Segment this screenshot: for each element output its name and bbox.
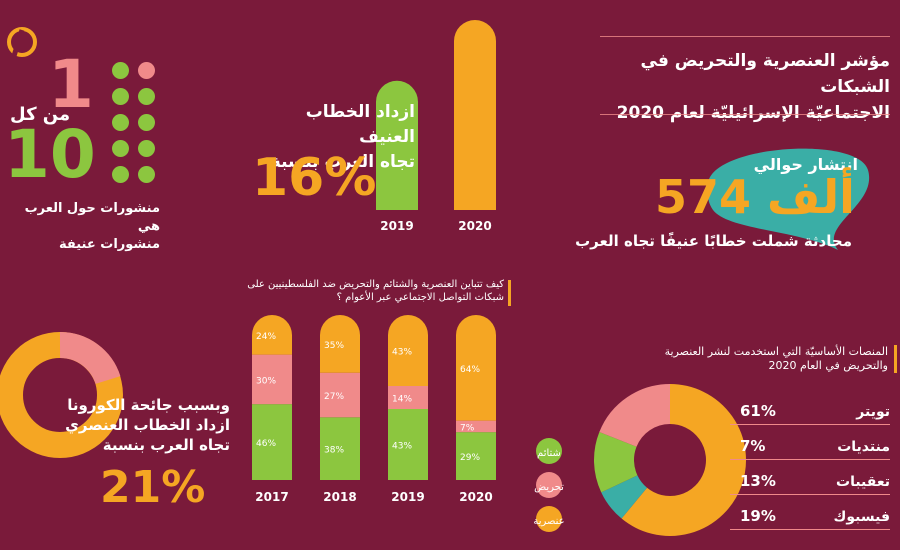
stacked-segment-2019-1	[388, 385, 428, 410]
corona-percent: 21%	[100, 462, 206, 513]
growth-line-1: ازداد الخطاب العنيف	[305, 102, 415, 147]
platform-percent: 19%	[740, 507, 776, 525]
bubble-stat: ألف 574	[655, 170, 855, 224]
speech-bubble	[707, 148, 870, 250]
platform-name: منتديات	[837, 439, 890, 455]
donut-slice-3	[599, 384, 672, 448]
platform-row: 7% منتديات	[730, 437, 890, 460]
stacked-segment-2018-2	[320, 315, 360, 373]
title-line-2: الاجتماعيّة الإسرائيليّة لعام 2020	[616, 103, 890, 123]
platform-name: تويتر	[856, 404, 890, 420]
stacked-segment-2020-0	[456, 432, 496, 480]
stacked-label-2018-1: 27%	[324, 392, 344, 402]
legend-label: تحريض	[534, 482, 564, 493]
ratio-dot	[112, 114, 129, 131]
ratio-ten: 10	[4, 116, 96, 193]
ratio-dot	[138, 114, 155, 131]
stacked-label-2017-0: 46%	[256, 439, 276, 449]
ratio-caption-line-1: منشورات حول العرب هي	[24, 201, 160, 234]
stacked-label-2017-2: 24%	[256, 332, 276, 342]
platform-row: 19% فيسبوك	[730, 507, 890, 530]
stacked-segment-2018-1	[320, 372, 360, 418]
growth-tick-2019: 2019	[380, 219, 413, 233]
platform-row: 13% تعقيبات	[730, 472, 890, 495]
page-title: مؤشر العنصرية والتحريض في الشبكات الاجتم…	[590, 48, 890, 126]
ratio-dot	[112, 140, 129, 157]
ratio-from-each: من كل	[10, 104, 71, 125]
growth-caption: ازداد الخطاب العنيف تجاه العرب بنسبة	[245, 100, 415, 175]
corona-caption: وبسبب جائحة الكورونا ازداد الخطاب العنصر…	[60, 395, 230, 455]
ratio-dot	[112, 88, 129, 105]
platform-percent: 13%	[740, 472, 776, 490]
platform-name: تعقيبات	[836, 474, 890, 490]
platform-percent: 61%	[740, 402, 776, 420]
corona-line-2: ازداد الخطاب العنصري	[65, 416, 230, 434]
ratio-caption: منشورات حول العرب هي منشورات عنيفة	[10, 200, 160, 254]
growth-bar-2020	[454, 20, 496, 210]
stacked-label-2019-0: 43%	[392, 442, 412, 452]
legend-label: عنصرية	[533, 516, 565, 527]
stacked-bar-chart: 46% 30% 24% 38% 27% 35% 43% 14% 43% 29% 7% 64%	[252, 315, 496, 480]
stacked-segment-2019-2	[388, 315, 428, 386]
stacked-label-2018-2: 35%	[324, 341, 344, 351]
legend-swatch	[536, 472, 562, 498]
ratio-dot	[138, 62, 155, 79]
donut-slice-1	[601, 474, 648, 519]
platforms-title: المنصات الأساسيّة التي استخدمت لنشر العن…	[664, 345, 888, 372]
stacked-label-2020-0: 29%	[460, 453, 480, 463]
corona-line-1: وبسبب جائحة الكورونا	[67, 396, 230, 414]
growth-tick-2020: 2020	[458, 219, 491, 233]
bubble-unit: ألف	[767, 170, 855, 224]
growth-line-2: تجاه العرب بنسبة	[270, 152, 415, 172]
stacked-segment-2017-1	[252, 354, 292, 405]
title-line-1: مؤشر العنصرية والتحريض في الشبكات	[640, 51, 890, 97]
stacked-label-2020-1: 7%	[460, 423, 475, 433]
stacked-tick-2019: 2019	[391, 490, 425, 504]
divider	[600, 114, 890, 115]
ratio-dot	[112, 166, 129, 183]
stacked-label-2018-0: 38%	[324, 446, 344, 456]
stacked-segment-2020-2	[456, 315, 496, 421]
stacked-segment-2017-2	[252, 315, 292, 355]
ratio-caption-line-2: منشورات عنيفة	[59, 237, 160, 252]
corona-donut	[0, 331, 123, 458]
platform-percent: 7%	[740, 437, 766, 455]
growth-bar-chart: 2019 2020	[376, 20, 496, 233]
stacked-chart-title: كيف تتباين العنصرية والشتائم والتحريض ضد…	[247, 279, 504, 303]
title-marker	[894, 345, 897, 373]
stacked-tick-2017: 2017	[255, 490, 289, 504]
logo-icon	[7, 27, 37, 57]
donut-slice-2	[594, 432, 638, 493]
ratio-dot	[138, 88, 155, 105]
stacked-tick-2020: 2020	[459, 490, 493, 504]
stacked-label-2019-1: 14%	[392, 395, 412, 405]
stacked-segment-2017-0	[252, 404, 292, 480]
corona-line-3: تجاه العرب بنسبة	[102, 436, 230, 454]
stacked-label-2017-1: 30%	[256, 376, 276, 386]
legend-swatch	[536, 506, 562, 532]
stacked-tick-2018: 2018	[323, 490, 357, 504]
growth-percent: 16%	[252, 148, 377, 208]
ratio-dot	[138, 166, 155, 183]
platform-name: فيسبوك	[833, 509, 890, 525]
platform-row: 61% تويتر	[730, 402, 890, 425]
ratio-one: 1	[48, 46, 94, 123]
stacked-label-2019-2: 43%	[392, 347, 412, 357]
legend-label: شتائم	[537, 448, 561, 459]
ratio-dot	[112, 62, 129, 79]
bubble-pre-text: انتشار حوالي	[753, 155, 858, 174]
ratio-dot	[138, 140, 155, 157]
platforms-donut-chart	[594, 384, 746, 536]
stacked-segment-2020-1	[456, 420, 496, 433]
growth-bar-2019	[376, 80, 418, 210]
stacked-segment-2018-0	[320, 417, 360, 480]
divider	[600, 36, 890, 37]
title-marker	[508, 280, 511, 306]
stacked-label-2020-2: 64%	[460, 365, 480, 375]
bubble-number: 574	[655, 170, 752, 224]
stacked-segment-2019-0	[388, 409, 428, 480]
donut-slice-0	[621, 384, 746, 536]
legend-swatch	[536, 438, 562, 464]
bubble-subtext: محادثة شملت خطابًا عنيفًا تجاه العرب	[575, 232, 852, 250]
